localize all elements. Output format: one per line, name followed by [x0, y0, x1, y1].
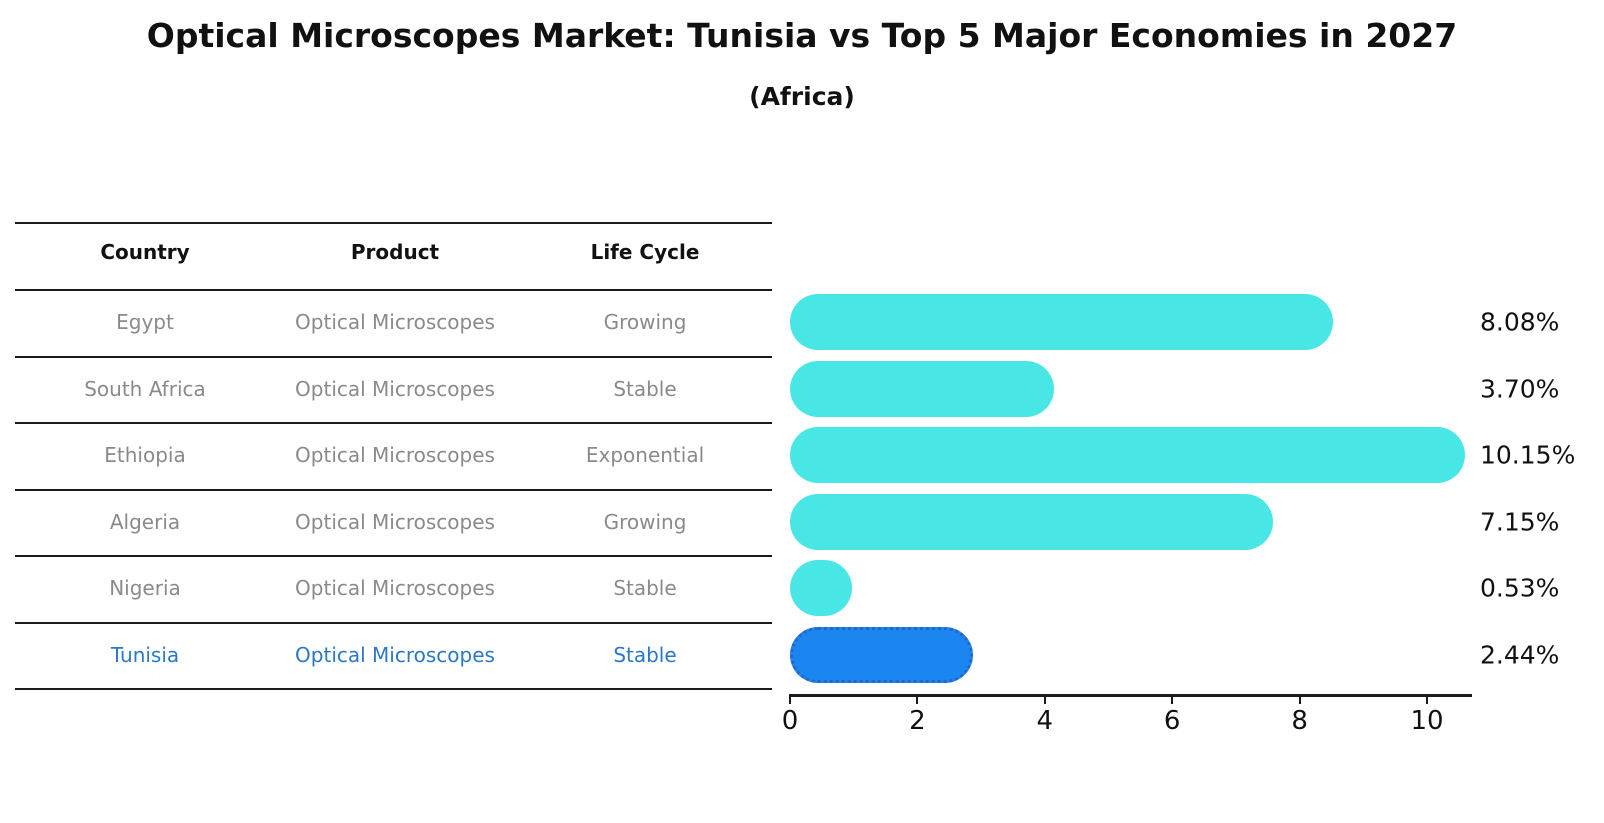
table-row-rule [15, 422, 772, 425]
bar-algeria [790, 493, 1274, 550]
row-life-cycle-cell: Growing [603, 509, 687, 534]
bar-value-label: 7.15% [1480, 507, 1560, 537]
row-country-cell: Nigeria [109, 576, 181, 601]
table-row-rule [15, 355, 772, 358]
bar-south-africa [790, 360, 1054, 417]
row-product-cell: Optical Microscopes [295, 376, 495, 401]
bar-value-label: 0.53% [1480, 573, 1560, 603]
x-axis-tick-label: 10 [1410, 706, 1444, 736]
table-row-rule [15, 621, 772, 624]
bar-egypt [790, 294, 1333, 351]
bar-value-label: 8.08% [1480, 307, 1560, 337]
row-life-cycle-cell: Exponential [585, 443, 705, 468]
x-axis-line [790, 694, 1472, 697]
x-axis-tick-label: 4 [1036, 706, 1054, 736]
bar-value-label: 10.15% [1480, 440, 1576, 470]
row-product-cell: Optical Microscopes [295, 310, 495, 335]
x-axis-tick-mark [1426, 694, 1428, 704]
x-axis-tick-mark [916, 694, 919, 704]
x-axis-tick-mark [1043, 694, 1046, 704]
column-header-product: Product [350, 240, 440, 264]
x-axis-tick-mark [1171, 694, 1174, 704]
row-life-cycle-cell: Stable [613, 643, 677, 668]
bar-value-label: 3.70% [1480, 374, 1560, 404]
row-life-cycle-cell: Stable [613, 576, 677, 601]
row-country-cell: Algeria [109, 509, 181, 534]
table-row-rule [15, 555, 772, 558]
row-life-cycle-cell: Growing [603, 310, 687, 335]
bar-value-label: 2.44% [1480, 640, 1560, 670]
column-header-country: Country [100, 240, 190, 264]
bar-highlight-tunisia [790, 627, 974, 684]
x-axis-tick-mark [789, 694, 791, 704]
row-product-cell: Optical Microscopes [295, 443, 495, 468]
row-life-cycle-cell: Stable [613, 376, 677, 401]
column-header-life-cycle: Life Cycle [590, 240, 700, 264]
row-product-cell: Optical Microscopes [295, 509, 495, 534]
x-axis-tick-label: 6 [1163, 706, 1181, 736]
page-subtitle: (Africa) [749, 82, 855, 111]
x-axis-tick-label: 8 [1291, 706, 1308, 736]
x-axis-tick-label: 0 [781, 706, 799, 736]
table-header-rule [15, 289, 772, 291]
x-axis-tick-label: 2 [909, 706, 926, 736]
row-product-cell: Optical Microscopes [295, 643, 495, 668]
row-product-cell: Optical Microscopes [295, 576, 495, 601]
bar-nigeria [790, 560, 852, 617]
row-country-cell: Tunisia [110, 643, 180, 668]
row-country-cell: Ethiopia [104, 443, 186, 468]
page-title: Optical Microscopes Market: Tunisia vs T… [146, 16, 1458, 55]
table-row-rule [15, 688, 772, 691]
row-country-cell: South Africa [84, 376, 206, 401]
row-country-cell: Egypt [116, 310, 174, 335]
x-axis-tick-mark [1298, 694, 1301, 704]
bar-ethiopia [790, 427, 1465, 484]
table-top-rule [15, 222, 772, 224]
table-row-rule [15, 488, 772, 491]
